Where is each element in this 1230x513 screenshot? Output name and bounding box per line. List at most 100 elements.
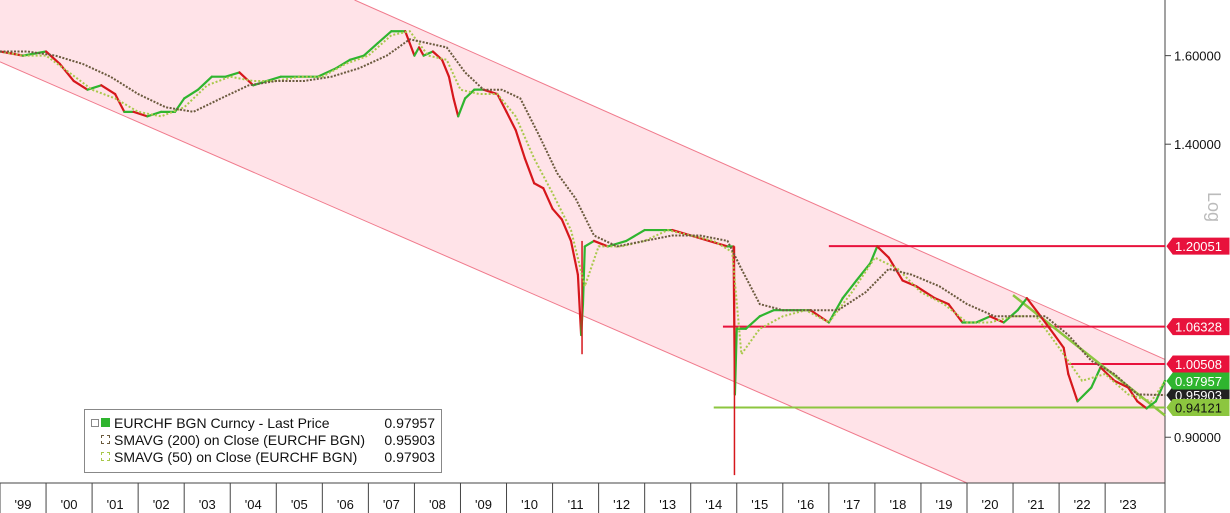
chart-legend: EURCHF BGN Curncy - Last Price 0.97957 S… (84, 409, 442, 473)
price-segment (316, 67, 338, 78)
price-segment (533, 182, 545, 190)
price-segment (457, 97, 467, 118)
price-segment (581, 245, 586, 306)
price-segment (376, 30, 393, 45)
price-segment (901, 279, 918, 288)
price-segment (452, 97, 460, 118)
price-segment (855, 262, 872, 282)
price-segment (72, 79, 89, 91)
price-segment (975, 315, 992, 324)
legend-entry-sma50: SMAVG (50) on Close (EURCHF BGN) 0.97903 (91, 448, 435, 465)
price-segment (542, 187, 554, 210)
downtrend-line (1012, 294, 1166, 417)
price-segment (569, 239, 579, 276)
price-segment (915, 285, 936, 300)
level-tag-bg (1166, 355, 1230, 373)
x-tick-label: '01 (107, 497, 124, 512)
price-segment (625, 228, 646, 243)
legend-value: 0.95903 (384, 431, 435, 448)
price-segment (100, 84, 117, 96)
price-segment (514, 129, 527, 160)
x-tick-label: '99 (15, 497, 32, 512)
channel-lower-line (0, 61, 968, 484)
price-segment (21, 50, 48, 57)
legend-swatch-last-price (101, 418, 110, 427)
price-segment (1136, 400, 1148, 410)
x-tick-label: '09 (475, 497, 492, 512)
price-segment (592, 239, 609, 248)
x-tick-label: '06 (337, 497, 354, 512)
x-tick-label: '07 (383, 497, 400, 512)
price-segment (196, 75, 213, 91)
legend-value: 0.97957 (384, 414, 435, 431)
price-segment (744, 315, 761, 330)
price-segment (413, 46, 421, 57)
x-tick-label: '23 (1120, 497, 1137, 512)
price-segment (1099, 366, 1116, 382)
x-tick-label: '10 (521, 497, 538, 512)
price-segment (1145, 400, 1157, 410)
level-tag-bg (1166, 399, 1230, 417)
price-segment (733, 327, 738, 396)
x-tick-label: '15 (751, 497, 768, 512)
price-segment (869, 245, 879, 265)
x-tick-label: '02 (153, 497, 170, 512)
sma200-line (0, 38, 1166, 397)
price-segment (523, 157, 536, 185)
y-tick-label: 0.90000 (1174, 430, 1221, 445)
level-tag-label: 1.20051 (1175, 239, 1222, 254)
legend-toggle-icon (91, 418, 99, 427)
level-tag-label: 1.00508 (1175, 357, 1222, 372)
price-segment (1076, 386, 1093, 403)
price-segment (146, 110, 163, 118)
price-segment (132, 110, 149, 118)
x-tick-label: '05 (291, 497, 308, 512)
price-segment (876, 245, 890, 259)
price-segment (44, 50, 61, 66)
price-segment (422, 50, 434, 57)
x-tick-label: '21 (1028, 497, 1045, 512)
price-segment (1062, 346, 1070, 376)
price-segment (114, 92, 126, 113)
level-tag-bg (1166, 237, 1230, 255)
price-segment (224, 71, 241, 78)
legend-label: EURCHF BGN Curncy - Last Price (114, 414, 330, 431)
y-tick-label: 1.40000 (1174, 137, 1221, 152)
x-tick-label: '08 (429, 497, 446, 512)
log-scale-label: Log (1204, 192, 1224, 222)
price-segment (758, 309, 775, 318)
sma50-line (0, 30, 1166, 403)
x-tick-label: '16 (797, 497, 814, 512)
legend-label: SMAVG (50) on Close (EURCHF BGN) (114, 448, 358, 465)
price-segment (933, 297, 950, 306)
price-segment (841, 279, 858, 300)
channel-upper-line (354, 0, 1166, 360)
last-value-tag-price-bg (1166, 372, 1230, 390)
price-segment (1067, 372, 1079, 403)
y-tick-label: 1.60000 (1174, 49, 1221, 64)
legend-swatch-sma50 (101, 452, 110, 461)
price-segment (1025, 297, 1042, 318)
price-segment (887, 256, 904, 282)
price-segment (1127, 386, 1139, 403)
x-tick-label: '20 (982, 497, 999, 512)
price-segment (238, 71, 255, 87)
price-segment (1016, 297, 1028, 312)
price-segment (58, 62, 75, 83)
price-segment (583, 239, 596, 248)
level-tag-label: 1.06328 (1175, 320, 1222, 335)
price-segment (463, 88, 476, 100)
price-segment (265, 75, 282, 83)
x-tick-label: '19 (935, 497, 952, 512)
x-tick-label: '11 (568, 497, 584, 512)
x-tick-label: '04 (245, 497, 262, 512)
price-segment (496, 92, 508, 113)
legend-entry-sma200: SMAVG (200) on Close (EURCHF BGN) 0.9590… (91, 431, 435, 448)
price-segment (947, 303, 964, 324)
price-segment (809, 309, 830, 324)
x-tick-label: '18 (889, 497, 906, 512)
price-segment (447, 75, 455, 100)
price-segment (560, 218, 573, 243)
price-segment (482, 88, 499, 96)
price-segment (348, 54, 365, 61)
